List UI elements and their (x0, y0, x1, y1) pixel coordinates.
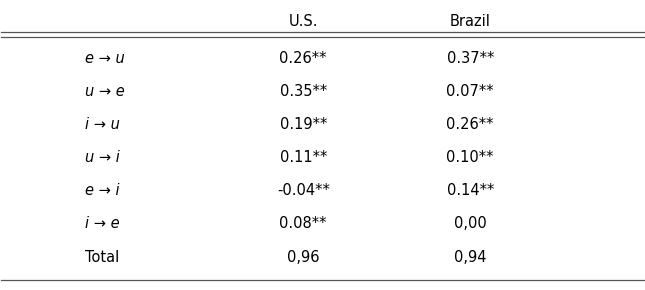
Text: 0.08**: 0.08** (279, 217, 327, 231)
Text: U.S.: U.S. (288, 14, 318, 29)
Text: Brazil: Brazil (450, 14, 491, 29)
Text: i → u: i → u (85, 117, 120, 133)
Text: -0.04**: -0.04** (277, 184, 330, 198)
Text: i → e: i → e (85, 217, 119, 231)
Text: 0.14**: 0.14** (446, 184, 494, 198)
Text: 0.10**: 0.10** (446, 151, 494, 165)
Text: 0.26**: 0.26** (446, 117, 494, 133)
Text: e → u: e → u (85, 51, 124, 66)
Text: e → i: e → i (85, 184, 119, 198)
Text: 0.26**: 0.26** (279, 51, 327, 66)
Text: u → e: u → e (85, 84, 124, 99)
Text: 0.37**: 0.37** (446, 51, 494, 66)
Text: 0.19**: 0.19** (279, 117, 327, 133)
Text: 0.07**: 0.07** (446, 84, 494, 99)
Text: 0.11**: 0.11** (279, 151, 327, 165)
Text: u → i: u → i (85, 151, 120, 165)
Text: 0,00: 0,00 (454, 217, 486, 231)
Text: 0,96: 0,96 (287, 249, 319, 264)
Text: 0,94: 0,94 (454, 249, 486, 264)
Text: Total: Total (85, 249, 119, 264)
Text: 0.35**: 0.35** (280, 84, 327, 99)
